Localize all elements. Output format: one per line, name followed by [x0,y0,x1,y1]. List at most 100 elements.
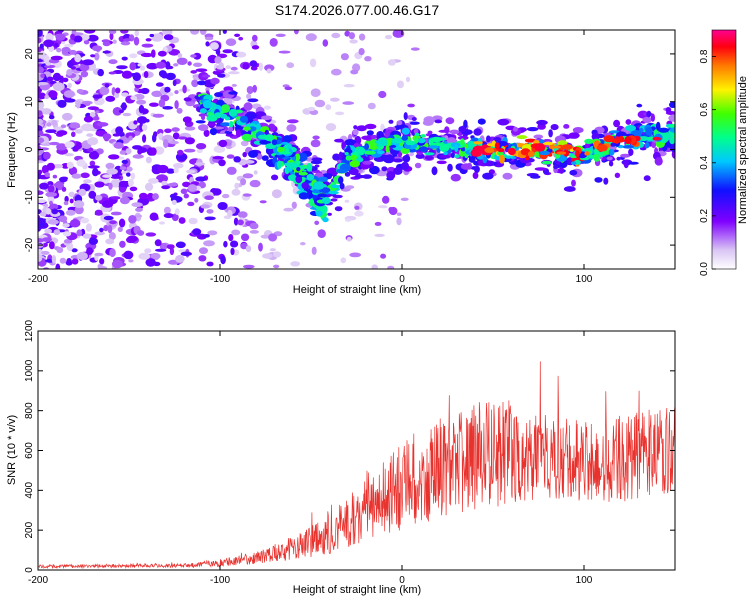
x-tick-label: 0 [399,274,405,285]
heatmap-cell [298,171,308,176]
heatmap-cell [46,76,54,82]
heatmap-cell [186,169,196,174]
heatmap-cell [171,127,180,132]
heatmap-cell [132,154,144,159]
heatmap-cell [405,76,411,83]
heatmap-cell [249,230,259,234]
heatmap-cell [533,134,544,139]
heatmap-cell [305,33,317,42]
heatmap-cell [242,62,250,70]
heatmap-cell [163,46,168,53]
heatmap-cell [246,93,252,100]
colorbar-gradient [711,29,737,270]
heatmap-cell [163,206,171,215]
heatmap-cell [205,41,210,47]
heatmap-cell [195,176,207,182]
heatmap-cell [228,126,233,132]
heatmap-cell [340,257,347,264]
heatmap-cell [271,174,279,181]
heatmap-cell [71,173,82,179]
heatmap-cell [273,251,282,258]
heatmap-cell [199,30,207,35]
heatmap-cell [594,177,603,183]
heatmap-cell [183,193,189,199]
heatmap-cell [397,80,404,89]
heatmap-cell [71,248,78,253]
heatmap-cell [415,153,425,159]
heatmap-cell [76,89,84,94]
heatmap-cell [222,193,230,199]
heatmap-cell [620,153,631,158]
heatmap-cell [66,69,73,76]
heatmap-cell [38,101,45,109]
heatmap-cell [306,173,315,181]
heatmap-cell [244,112,257,120]
heatmap-cell [392,158,403,163]
heatmap-cell [431,136,442,143]
heatmap-cell [97,68,104,77]
heatmap-cell [370,134,378,139]
heatmap-cell [409,121,420,125]
heatmap-cell [83,115,94,123]
heatmap-cell [187,184,197,192]
heatmap-cell [307,106,316,112]
heatmap-cell [364,143,369,151]
heatmap-cell [38,37,42,44]
heatmap-cell [671,149,675,159]
heatmap-cell [345,185,355,190]
heatmap-cell [177,155,188,159]
heatmap-cell [269,38,278,47]
heatmap-cell [143,71,149,78]
heatmap-cell [420,134,426,138]
heatmap-cell [193,62,203,67]
heatmap-cell [652,136,662,141]
heatmap-cell [139,65,146,71]
y-tick-label: 800 [24,402,35,419]
heatmap-cell [241,133,253,142]
heatmap-cell [366,130,374,136]
heatmap-cell [297,152,308,162]
heatmap-cell [642,116,652,124]
heatmap-cell [264,129,269,136]
heatmap-cell [628,148,634,156]
heatmap-cell [367,102,376,110]
heatmap-cell [235,129,242,138]
heatmap-cell [288,174,298,182]
heatmap-cell [608,149,615,156]
heatmap-cell [156,174,168,183]
heatmap-cell [571,179,576,187]
heatmap-cell [460,138,465,145]
heatmap-cell [231,229,241,236]
heatmap-cell [184,137,195,145]
heatmap-cell [286,162,299,169]
x-tick-label: 100 [576,575,593,586]
heatmap-cell [217,73,226,78]
heatmap-cell [669,101,675,108]
heatmap-cell [145,38,152,42]
heatmap-cell [82,59,94,66]
heatmap-cell [128,135,133,141]
heatmap-cell [298,192,310,200]
heatmap-cell [110,196,121,200]
heatmap-cell [61,47,67,53]
heatmap-cell [314,99,326,108]
heatmap-cell [206,209,214,214]
heatmap-cell [210,77,220,85]
heatmap-cell [76,251,88,261]
heatmap-cell [339,182,345,190]
heatmap-cell [182,116,192,123]
heatmap-cell [106,168,118,175]
heatmap-cell [140,87,150,95]
heatmap-cell [209,42,219,50]
heatmap-cell [111,259,123,269]
heatmap-cell [608,160,614,167]
heatmap-cell [616,156,621,161]
heatmap-cell [162,106,174,110]
heatmap-cell [497,148,505,153]
heatmap-cell [396,212,402,216]
heatmap-cell [411,117,417,121]
heatmap-cell [463,119,468,129]
heatmap-cell [484,147,495,154]
